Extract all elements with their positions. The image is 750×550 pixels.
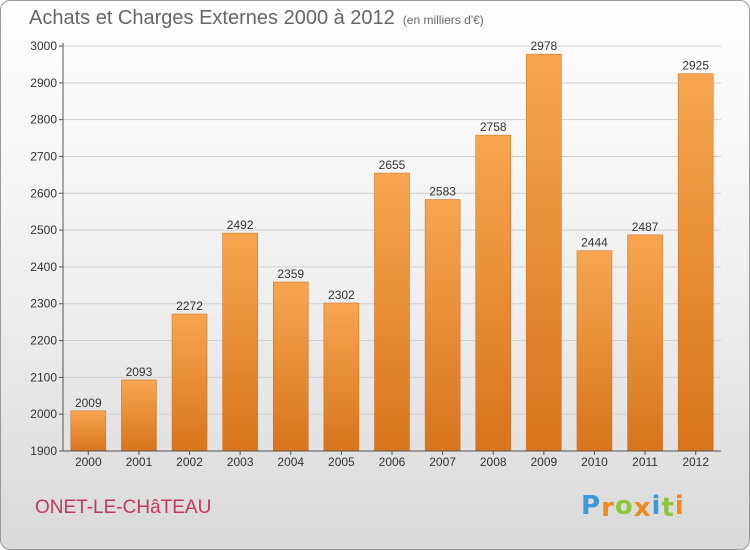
bar-value-label: 2302	[328, 288, 355, 302]
chart-title: Achats et Charges Externes 2000 à 2012 (e…	[29, 7, 484, 30]
bar	[171, 313, 208, 452]
logo-letter: x	[633, 493, 652, 523]
y-tick-label: 2200	[30, 334, 57, 348]
x-tick-label: 2000	[75, 455, 102, 469]
x-tick-label: 2004	[277, 455, 304, 469]
logo-letter: i	[674, 491, 685, 521]
logo-letter: t	[661, 493, 675, 523]
y-tick-label: 1900	[30, 444, 57, 458]
bar	[424, 199, 461, 452]
bar-value-label: 2978	[530, 39, 557, 53]
y-tick-label: 2500	[30, 223, 57, 237]
y-tick-label: 2600	[30, 186, 57, 200]
bar-value-label: 2655	[379, 158, 406, 172]
bar	[526, 53, 562, 452]
y-tick-label: 2700	[30, 149, 57, 163]
x-tick-label: 2010	[581, 455, 608, 469]
x-tick-label: 2011	[632, 455, 658, 469]
x-tick-label: 2006	[379, 455, 406, 469]
x-tick-label: 2009	[530, 455, 557, 469]
bar-value-label: 2758	[480, 120, 507, 134]
bar	[273, 281, 309, 452]
bar-value-label: 2359	[277, 267, 304, 281]
bar-value-label: 2009	[75, 396, 102, 410]
bar	[627, 234, 663, 452]
y-tick-label: 2400	[30, 260, 57, 274]
bar	[121, 379, 157, 452]
logo-letter: o	[614, 491, 634, 521]
y-tick-label: 2900	[30, 76, 57, 90]
bar-value-label: 2487	[632, 220, 659, 234]
logo-letter: r	[601, 493, 615, 523]
bar-value-label: 2925	[682, 59, 709, 73]
bar	[222, 232, 258, 452]
logo-letter: P	[581, 491, 602, 521]
y-tick-label: 2300	[30, 297, 57, 311]
x-tick-label: 2005	[328, 455, 355, 469]
bar	[475, 134, 511, 452]
y-tick-label: 2800	[30, 113, 57, 127]
bar	[323, 302, 360, 452]
unit-label: (en milliers d'€)	[402, 13, 484, 27]
logo-letter: i	[651, 491, 662, 521]
y-tick-label: 3000	[30, 39, 57, 53]
bar	[576, 250, 613, 452]
bar	[677, 73, 714, 452]
bar-value-label: 2583	[429, 185, 456, 199]
x-tick-label: 2001	[126, 455, 153, 469]
x-tick-label: 2007	[429, 455, 456, 469]
y-tick-label: 2000	[30, 407, 57, 421]
x-tick-label: 2002	[176, 455, 203, 469]
town-name: ONET-LE-CHâTEAU	[35, 497, 212, 518]
proxiti-logo: Proxiti	[581, 491, 685, 523]
x-tick-label: 2003	[227, 455, 254, 469]
x-tick-label: 2012	[682, 455, 709, 469]
y-tick-label: 2100	[30, 370, 57, 384]
bar	[70, 410, 107, 452]
bar-value-label: 2444	[581, 236, 608, 250]
bar-value-label: 2492	[227, 218, 254, 232]
bar	[374, 172, 410, 452]
bar-value-label: 2272	[176, 299, 203, 313]
bar-value-label: 2093	[126, 365, 153, 379]
x-tick-label: 2008	[480, 455, 507, 469]
chart-title-text: Achats et Charges Externes 2000 à 2012	[29, 7, 395, 29]
